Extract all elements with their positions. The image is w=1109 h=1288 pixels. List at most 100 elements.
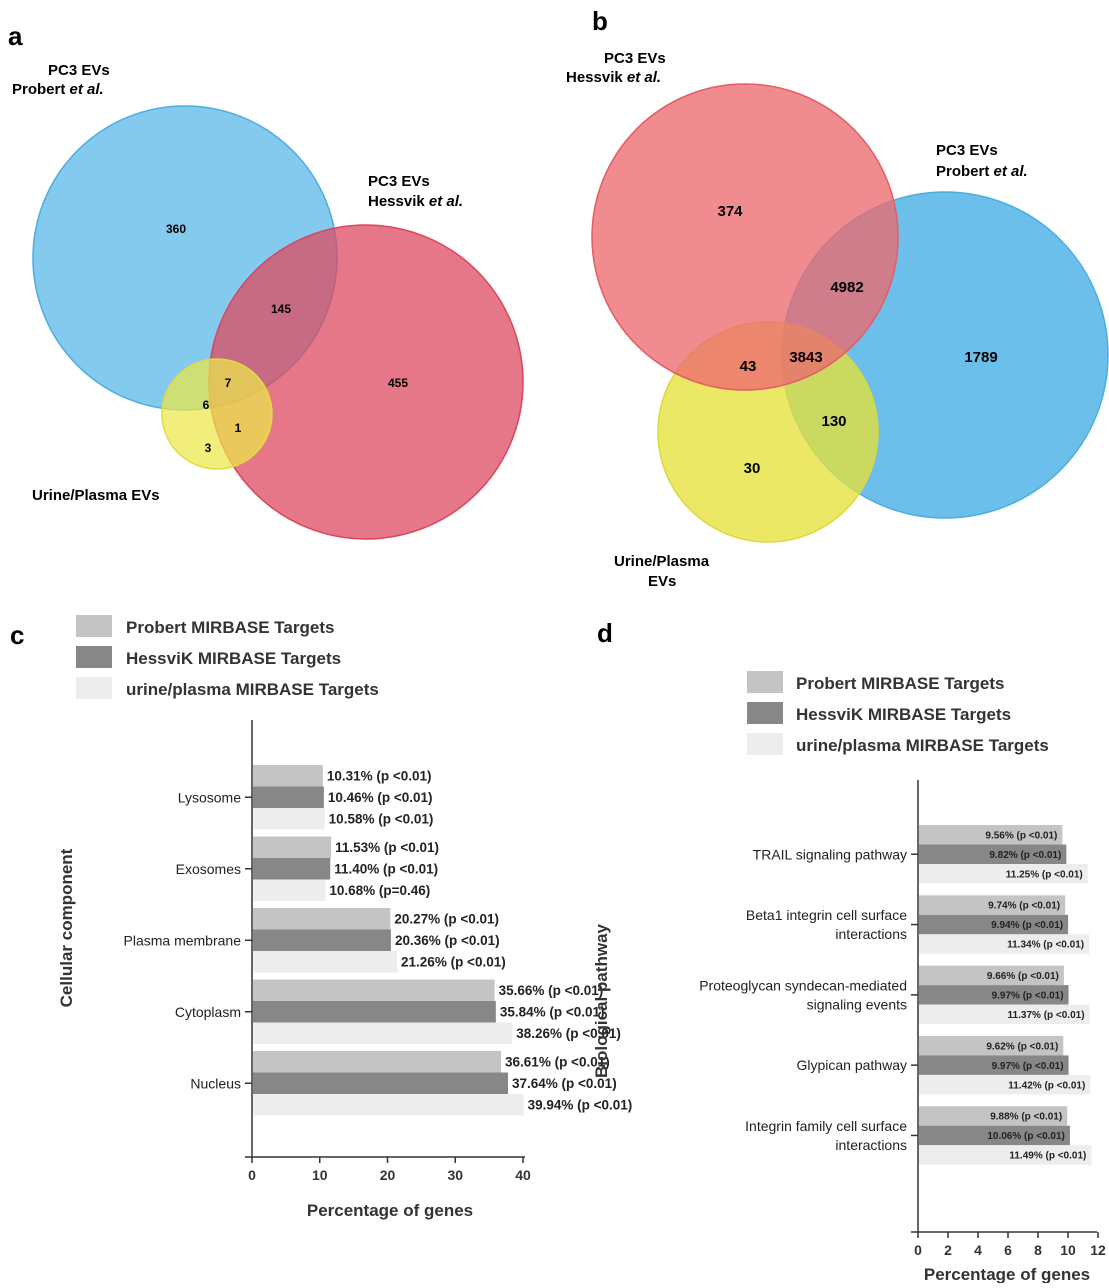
venn-a-label-probert-2: Probert et al. xyxy=(12,81,104,98)
venn-b: PC3 EVs Hessvik et al. PC3 EVs Probert e… xyxy=(566,50,1109,590)
bar xyxy=(919,825,1063,845)
bar xyxy=(919,965,1064,986)
bar xyxy=(253,951,398,973)
x-tick-label: 10 xyxy=(1060,1242,1076,1258)
x-tick-label: 2 xyxy=(944,1242,952,1258)
data-label: 35.66% (p <0.01) xyxy=(499,983,604,998)
legend-d-swatch-urine xyxy=(747,733,783,755)
bar xyxy=(253,1072,509,1094)
venn-b-count-probert-urine: 130 xyxy=(821,413,846,430)
venn-b-label-probert-1: PC3 EVs xyxy=(936,142,998,159)
legend-d: Probert MIRBASE Targets HessviK MIRBASE … xyxy=(747,671,1049,755)
chart-d-ylabel: Biological pathway xyxy=(592,923,611,1078)
bar xyxy=(919,914,1069,935)
bar xyxy=(919,934,1090,954)
legend-c-swatch-urine xyxy=(76,677,112,699)
data-label: 11.25% (p <0.01) xyxy=(1006,869,1083,880)
venn-a-count-hessvik-only: 455 xyxy=(388,376,408,390)
category-label: Cytoplasm xyxy=(175,1004,241,1020)
category-label: interactions xyxy=(835,1137,907,1153)
category-label: Nucleus xyxy=(190,1075,241,1091)
legend-c: Probert MIRBASE Targets HessviK MIRBASE … xyxy=(76,615,379,699)
x-tick-label: 8 xyxy=(1034,1242,1042,1258)
data-label: 20.36% (p <0.01) xyxy=(395,933,500,948)
venn-b-label-hessvik-2: Hessvik et al. xyxy=(566,69,661,86)
data-label: 11.49% (p <0.01) xyxy=(1009,1151,1086,1162)
data-label: 10.68% (p=0.46) xyxy=(329,883,430,898)
legend-d-label-urine: urine/plasma MIRBASE Targets xyxy=(796,736,1049,755)
venn-a-count-probert-hessvik: 145 xyxy=(271,302,291,316)
bar xyxy=(919,1106,1068,1126)
bar xyxy=(919,1004,1090,1025)
venn-a-count-probert-urine: 6 xyxy=(203,398,210,412)
venn-b-label-probert-2: Probert et al. xyxy=(936,163,1028,180)
category-label: signaling events xyxy=(807,996,907,1012)
x-tick-label: 0 xyxy=(248,1167,256,1183)
venn-b-label-probert-name: Probert xyxy=(936,163,989,180)
legend-d-swatch-probert xyxy=(747,671,783,693)
chart-c-xlabel: Percentage of genes xyxy=(307,1201,473,1220)
x-tick-label: 4 xyxy=(974,1242,982,1258)
venn-b-label-hessvik-1: PC3 EVs xyxy=(604,50,666,67)
venn-a-label-urine: Urine/Plasma EVs xyxy=(32,487,160,504)
bar xyxy=(919,1055,1069,1075)
data-label: 9.88% (p <0.01) xyxy=(990,1112,1062,1123)
legend-d-label-hessvik: HessviK MIRBASE Targets xyxy=(796,705,1011,724)
data-label: 36.61% (p <0.01) xyxy=(505,1055,610,1070)
bar xyxy=(253,858,331,880)
venn-a-label-hessvik-2: Hessvik et al. xyxy=(368,193,463,210)
data-label: 35.84% (p <0.01) xyxy=(500,1005,605,1020)
bar xyxy=(919,985,1069,1005)
panel-letter-d: d xyxy=(597,618,613,648)
bar xyxy=(919,895,1066,915)
category-label: Plasma membrane xyxy=(124,932,242,948)
bar xyxy=(919,1074,1091,1095)
bar xyxy=(253,908,391,930)
data-label: 9.94% (p <0.01) xyxy=(991,920,1063,931)
venn-b-label-urine-2: EVs xyxy=(648,573,676,590)
data-label: 20.27% (p <0.01) xyxy=(394,912,499,927)
legend-c-label-probert: Probert MIRBASE Targets xyxy=(126,618,334,637)
category-label: Glypican pathway xyxy=(796,1057,907,1073)
bar xyxy=(253,786,324,808)
data-label: 39.94% (p <0.01) xyxy=(528,1098,633,1113)
bar xyxy=(919,844,1067,864)
x-tick-label: 40 xyxy=(515,1167,531,1183)
x-tick-label: 10 xyxy=(312,1167,328,1183)
x-tick-label: 30 xyxy=(447,1167,463,1183)
data-label: 11.53% (p <0.01) xyxy=(335,840,439,855)
data-label: 9.97% (p <0.01) xyxy=(992,990,1064,1001)
bar xyxy=(253,765,323,787)
data-label: 10.46% (p <0.01) xyxy=(328,790,433,805)
data-label: 9.97% (p <0.01) xyxy=(992,1061,1064,1072)
venn-a-count-urine-only: 3 xyxy=(205,441,212,455)
data-label: 38.26% (p <0.01) xyxy=(516,1026,621,1041)
legend-c-swatch-hessvik xyxy=(76,646,112,668)
data-label: 11.37% (p <0.01) xyxy=(1008,1010,1085,1021)
venn-b-label-hessvik-name: Hessvik xyxy=(566,69,623,86)
bar xyxy=(919,1145,1092,1165)
venn-a-label-probert-1: PC3 EVs xyxy=(48,62,110,79)
category-label: TRAIL signaling pathway xyxy=(753,846,907,862)
venn-a-label-hessvik-1: PC3 EVs xyxy=(368,173,430,190)
data-label: 21.26% (p <0.01) xyxy=(401,955,506,970)
venn-b-label-urine-1: Urine/Plasma xyxy=(614,553,710,570)
venn-b-count-all: 3843 xyxy=(789,349,822,366)
x-tick-label: 0 xyxy=(914,1242,922,1258)
legend-c-label-urine: urine/plasma MIRBASE Targets xyxy=(126,680,379,699)
venn-b-count-probert-only: 1789 xyxy=(964,349,997,366)
venn-a-label-hessvik-name: Hessvik xyxy=(368,193,425,210)
venn-a-count-probert-only: 360 xyxy=(166,222,186,236)
bar xyxy=(919,864,1088,884)
bar xyxy=(253,1001,496,1023)
panel-letter-a: a xyxy=(8,21,23,51)
x-tick-label: 12 xyxy=(1090,1242,1106,1258)
category-label: Lysosome xyxy=(178,789,242,805)
data-label: 9.82% (p <0.01) xyxy=(989,850,1061,861)
legend-c-swatch-probert xyxy=(76,615,112,637)
data-label: 10.31% (p <0.01) xyxy=(327,769,432,784)
data-label: 9.56% (p <0.01) xyxy=(985,830,1057,841)
legend-d-swatch-hessvik xyxy=(747,702,783,724)
